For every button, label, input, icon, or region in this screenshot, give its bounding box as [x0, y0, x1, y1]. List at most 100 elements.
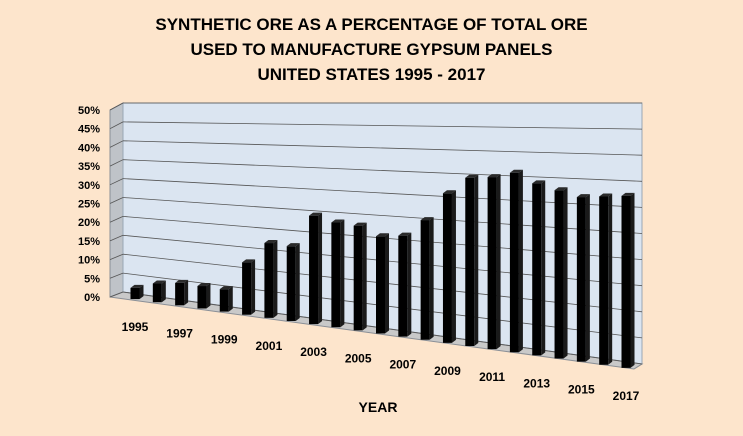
y-tick-label: 0%: [84, 292, 100, 304]
gridline-side: [109, 102, 124, 111]
bar-side: [318, 212, 323, 325]
chart-title: SYNTHETIC ORE AS A PERCENTAGE OF TOTAL O…: [0, 12, 743, 87]
bar-2015: [576, 194, 590, 362]
bar-front: [130, 287, 140, 300]
bar-front: [465, 177, 475, 346]
x-tick-label: 2013: [523, 376, 550, 390]
bar-side: [139, 284, 144, 300]
bar-front: [420, 220, 430, 340]
y-tick-label: 10%: [78, 255, 100, 267]
bar-side: [451, 190, 456, 343]
bar-side: [206, 283, 211, 309]
bar-top: [599, 193, 613, 197]
bar-2012: [509, 169, 523, 353]
bar-front: [376, 236, 385, 334]
x-tick-label: 2003: [300, 345, 327, 359]
bar-top: [286, 243, 300, 247]
gridline-side: [109, 272, 124, 279]
y-tick-label: 5%: [84, 273, 100, 285]
bar-2017: [621, 192, 635, 368]
bar-front: [532, 183, 542, 356]
bar-front: [309, 215, 319, 325]
bar-side: [563, 187, 568, 359]
bar-front: [442, 193, 452, 343]
gridline-side: [109, 216, 124, 223]
bar-top: [331, 219, 345, 223]
chart-title-line-2: USED TO MANUFACTURE GYPSUM PANELS: [190, 40, 553, 59]
bar-top: [242, 259, 256, 263]
x-tick-label: 2011: [479, 370, 505, 384]
bar-1997: [175, 279, 189, 306]
bar-2011: [487, 174, 501, 350]
bar-front: [175, 282, 185, 306]
bar-2000: [242, 259, 256, 315]
gridline-side: [109, 121, 124, 130]
y-tick-label: 20%: [78, 217, 100, 229]
bar-side: [496, 174, 501, 350]
bar-front: [152, 283, 162, 303]
gridline-side: [109, 291, 124, 298]
x-tick-label: 2017: [613, 389, 640, 403]
bar-2007: [398, 232, 412, 337]
bar-side: [228, 286, 233, 312]
bar-front: [264, 243, 274, 318]
bar-front: [621, 195, 631, 368]
bar-side: [630, 192, 635, 368]
bar-1999: [219, 286, 233, 312]
bar-side: [541, 180, 546, 356]
x-tick-label: 2001: [256, 339, 283, 353]
x-tick-label: 1995: [122, 320, 149, 334]
bar-front: [509, 172, 519, 353]
bar-front: [576, 197, 586, 362]
bar-top: [532, 180, 546, 184]
y-tick-label: 50%: [78, 105, 100, 117]
bar-top: [420, 217, 434, 221]
y-tick-label: 25%: [78, 199, 100, 211]
bar-2006: [376, 233, 389, 334]
y-tick-label: 35%: [78, 161, 100, 173]
gridline-side: [109, 178, 124, 186]
bar-side: [184, 279, 189, 306]
bar-side: [251, 259, 256, 315]
bar-top: [398, 232, 412, 236]
bar-2014: [554, 187, 568, 359]
bar-side: [429, 217, 434, 340]
chart-title-line-3: UNITED STATES 1995 - 2017: [257, 65, 486, 84]
bar-side: [518, 169, 523, 353]
bar-2001: [264, 240, 278, 318]
bar-side: [161, 280, 166, 303]
bar-top: [509, 169, 523, 173]
plot-side-wall: [109, 102, 124, 298]
bars: [130, 169, 635, 368]
y-axis-ticks: 0% 5% 10% 15% 20% 25% 30% 35% 40% 45% 50%: [78, 105, 100, 304]
y-tick-label: 45%: [78, 124, 100, 136]
bar-top: [309, 212, 323, 216]
bar-side: [608, 193, 613, 365]
bar-2013: [532, 180, 546, 356]
bar-2008: [420, 217, 434, 340]
bar-top: [152, 280, 166, 284]
bar-top: [442, 190, 456, 194]
bar-side: [362, 222, 367, 331]
bar-2003: [309, 212, 323, 325]
bar-top: [465, 174, 479, 178]
y-tick-label: 15%: [78, 236, 100, 248]
bar-top: [197, 283, 211, 287]
bar-front: [242, 262, 252, 315]
bar-top: [376, 233, 389, 237]
gridline-side: [109, 159, 124, 167]
bar-2009: [442, 190, 456, 343]
bar-top: [576, 194, 590, 198]
bar-top: [264, 240, 278, 244]
bar-2010: [465, 174, 479, 346]
bar-2004: [331, 219, 345, 328]
bar-side: [474, 174, 479, 346]
bar-side: [295, 243, 300, 321]
bar-front: [286, 246, 296, 321]
bar-top: [175, 279, 189, 283]
gridline-side: [109, 140, 124, 148]
bar-top: [353, 222, 367, 226]
gridline: [122, 140, 643, 156]
